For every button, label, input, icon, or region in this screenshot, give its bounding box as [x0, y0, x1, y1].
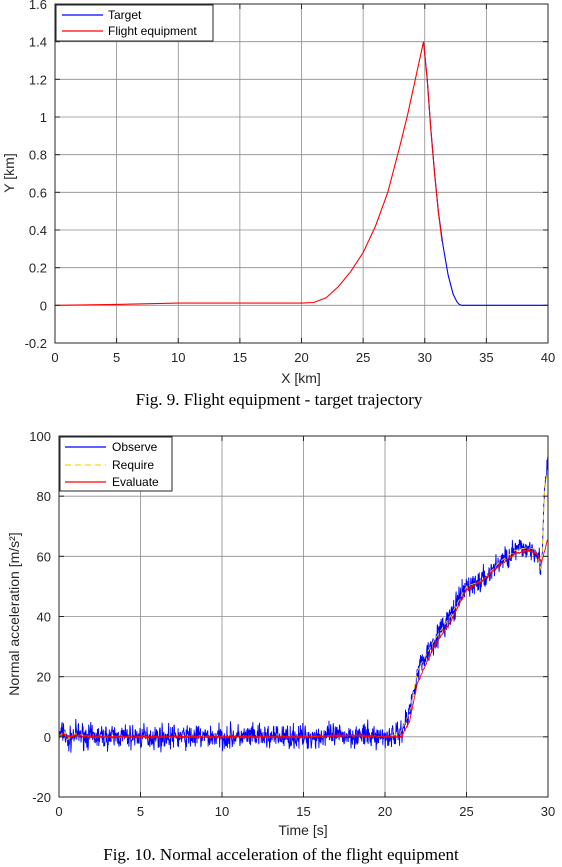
y-tick-label: -0.2 [25, 336, 47, 351]
x-tick-label: 40 [541, 350, 555, 365]
x-tick-label: 10 [171, 350, 185, 365]
y-tick-label: 1.4 [29, 35, 47, 50]
x-tick-label: 30 [541, 804, 555, 819]
legend-flight-label: Flight equipment [108, 24, 197, 38]
y-tick-label: 0.2 [29, 261, 47, 276]
figure-10-caption: Fig. 10. Normal acceleration of the flig… [103, 845, 459, 864]
figure-9-caption: Fig. 9. Flight equipment - target trajec… [136, 390, 423, 409]
x-tick-label: 15 [296, 804, 310, 819]
x-tick-label: 15 [233, 350, 247, 365]
legend-require-label: Require [112, 458, 154, 472]
x-tick-label: 35 [479, 350, 493, 365]
legend: Target Flight equipment [55, 4, 214, 42]
series-observe-line [58, 456, 549, 753]
y-tick-label: 0 [40, 298, 47, 313]
y-tick-label: 100 [29, 429, 51, 444]
series-layer [58, 456, 549, 753]
y-tick-label: 20 [37, 670, 51, 685]
axis-ticks: 0 5 10 15 20 25 30 -20 0 20 40 60 80 100 [29, 429, 555, 819]
legend: Observe Require Evaluate [59, 436, 173, 492]
y-tick-label: 80 [37, 489, 51, 504]
x-tick-label: 5 [137, 804, 144, 819]
x-tick-label: 25 [459, 804, 473, 819]
series-flight-equipment-line [54, 41, 443, 306]
axis-ticks: 0 5 10 15 20 25 30 35 40 -0.2 0 0.2 0.4 0.6 0.8 1 1.2 1.4… [25, 0, 556, 365]
y-axis-label: Y [km] [1, 153, 17, 192]
series-layer [54, 41, 548, 306]
y-tick-label: -20 [32, 790, 51, 805]
x-tick-label: 5 [113, 350, 120, 365]
y-axis-label: Normal acceleration [m/s²] [6, 532, 22, 695]
legend-box [55, 4, 214, 42]
y-tick-label: 0.6 [29, 185, 47, 200]
x-tick-label: 0 [51, 350, 58, 365]
y-tick-label: 40 [37, 610, 51, 625]
x-tick-label: 25 [356, 350, 370, 365]
x-axis-label: Time [s] [278, 822, 327, 838]
y-tick-label: 60 [37, 549, 51, 564]
legend-evaluate-label: Evaluate [112, 475, 159, 489]
y-tick-label: 1.2 [29, 72, 47, 87]
y-tick-label: 1.6 [29, 0, 47, 12]
y-tick-label: 1 [40, 110, 47, 125]
x-tick-label: 0 [55, 804, 62, 819]
x-tick-label: 20 [294, 350, 308, 365]
y-tick-label: 0.4 [29, 223, 47, 238]
y-tick-label: 0 [44, 730, 51, 745]
grid-lines [55, 4, 548, 343]
x-axis-label: X [km] [281, 370, 321, 386]
x-tick-label: 20 [378, 804, 392, 819]
x-tick-label: 10 [215, 804, 229, 819]
series-evaluate-line [58, 538, 549, 740]
chart-trajectory: 0 5 10 15 20 25 30 35 40 -0.2 0 0.2 0.4 0.6 0.8 1 1.2 1.4… [1, 0, 555, 409]
y-tick-label: 0.8 [29, 148, 47, 163]
legend-target-label: Target [108, 8, 142, 22]
x-tick-label: 30 [418, 350, 432, 365]
legend-observe-label: Observe [112, 440, 158, 454]
chart-normal-acceleration: 0 5 10 15 20 25 30 -20 0 20 40 60 80 100 Observe Requ… [6, 429, 555, 864]
